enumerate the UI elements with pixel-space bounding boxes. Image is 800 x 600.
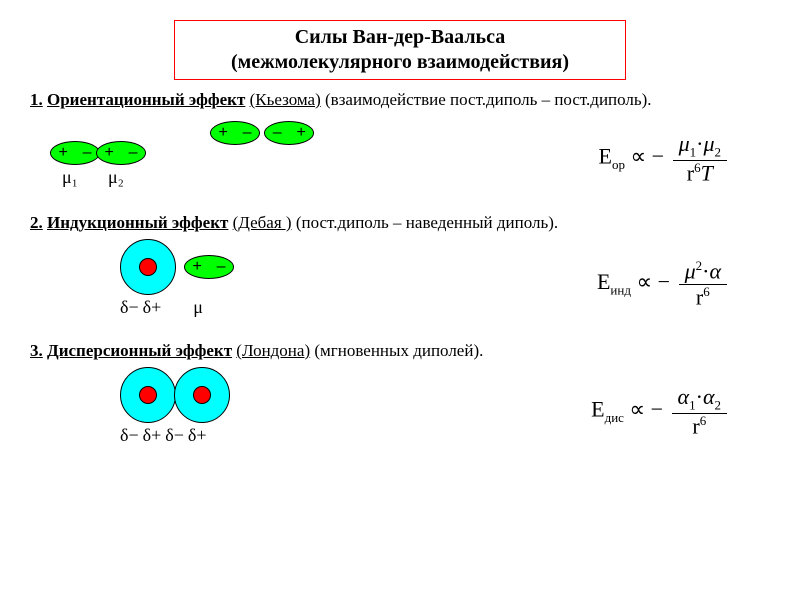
section2-name: Индукционный эффект [47,213,228,232]
section2-author: (Дебая ) [233,213,292,232]
section1-desc: (взаимодействие пост.диполь – пост.дипол… [325,90,652,109]
minus-sign: – [273,124,282,142]
minus-sign: – [217,258,226,276]
section1-diagram: + – + – μ₁ μ₂ + – – + [30,116,390,201]
section1-row: + – + – μ₁ μ₂ + – – + Eор ∝ − [30,116,770,201]
section2-row: + – δ− δ+ μ Eинд ∝ − μ2·α r6 [30,239,770,329]
section3-row: δ− δ+ δ− δ+ Eдис ∝ − α1·α2 r6 [30,367,770,457]
section1-formula: Eор ∝ − μ1·μ2 r6T [599,132,771,185]
atom-core [139,258,157,276]
section2-formula: Eинд ∝ − μ2·α r6 [597,259,770,309]
mu2-label: μ₂ [108,167,124,188]
section3-desc: (мгновенных диполей). [314,341,483,360]
delta-plus-label: δ+ [143,425,162,446]
mu-label: μ [193,297,203,318]
section1-num: 1. [30,90,43,109]
plus-sign: + [104,144,113,162]
dipole-ellipse: + – [96,141,146,165]
section1-author: (Кьезома) [250,90,321,109]
title-box: Силы Ван-дер-Ваальса (межмолекулярного в… [174,20,626,80]
minus-sign: – [129,144,138,162]
atom-circle [120,367,176,423]
section3-num: 3. [30,341,43,360]
section2-heading: 2. Индукционный эффект (Дебая ) (пост.ди… [30,213,770,233]
minus-sign: – [83,144,92,162]
section2-diagram: + – δ− δ+ μ [30,239,390,329]
dipole-ellipse: + – [210,121,260,145]
section1-heading: 1. Ориентационный эффект (Кьезома) (взаи… [30,90,770,110]
minus-sign: – [243,124,252,142]
section3-heading: 3. Дисперсионный эффект (Лондона) (мгнов… [30,341,770,361]
section2-desc: (пост.диполь – наведенный диполь). [296,213,558,232]
plus-sign: + [296,124,305,142]
dipole-ellipse: + – [184,255,234,279]
delta-plus-label: δ+ [188,425,207,446]
delta-plus-label: δ+ [143,297,162,318]
plus-sign: + [58,144,67,162]
section1-name: Ориентационный эффект [47,90,245,109]
section3-author: (Лондона) [236,341,310,360]
title-line-2: (межмолекулярного взаимодействия) [195,50,605,75]
delta-minus-label: δ− [120,297,139,318]
section3-formula: Eдис ∝ − α1·α2 r6 [591,385,770,438]
dipole-ellipse: + – [50,141,100,165]
title-line-1: Силы Ван-дер-Ваальса [195,25,605,50]
atom-core [193,386,211,404]
plus-sign: + [192,258,201,276]
delta-minus-label: δ− [165,425,184,446]
plus-sign: + [218,124,227,142]
dipole-ellipse: – + [264,121,314,145]
delta-minus-label: δ− [120,425,139,446]
mu1-label: μ₁ [62,167,78,188]
section3-name: Дисперсионный эффект [47,341,232,360]
section2-num: 2. [30,213,43,232]
atom-core [139,386,157,404]
atom-circle [174,367,230,423]
atom-circle [120,239,176,295]
section3-diagram: δ− δ+ δ− δ+ [30,367,390,457]
